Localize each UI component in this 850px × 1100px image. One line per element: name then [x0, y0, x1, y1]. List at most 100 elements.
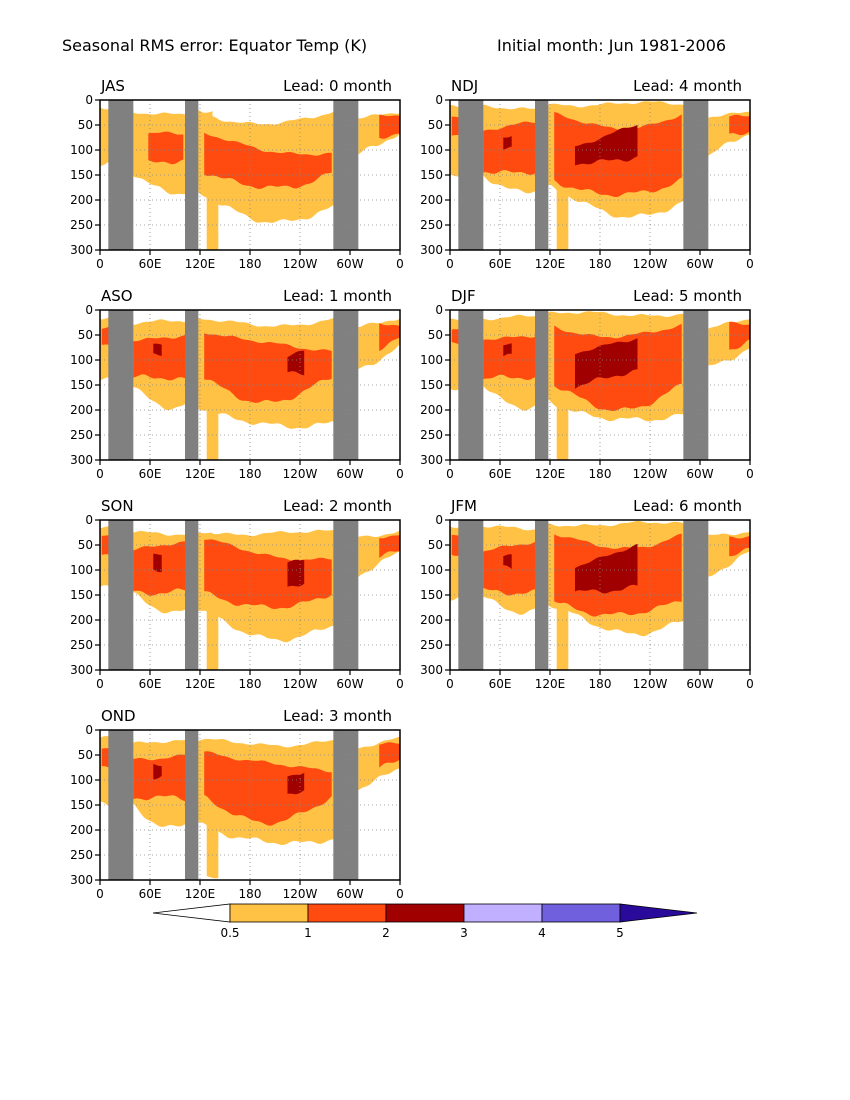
x-tick-label: 60E — [139, 257, 162, 271]
y-tick-label: 0 — [435, 513, 443, 527]
colorbar-label: 3 — [460, 926, 468, 940]
panel-season: OND — [101, 707, 136, 725]
y-tick-label: 300 — [420, 243, 443, 257]
panel-jfm: 0 60E 120E 180 120W 60W 0 0 50 100 150 200 250 300 JFM… — [420, 497, 754, 691]
panel-aso: 0 60E 120E 180 120W 60W 0 0 50 100 150 200 250 300 ASO… — [70, 287, 404, 481]
contour-c2 — [133, 335, 185, 381]
y-tick-label: 100 — [70, 353, 93, 367]
x-tick-label: 0 — [446, 257, 454, 271]
contour-c3 — [153, 763, 162, 780]
panel-lead: Lead: 3 month — [283, 707, 392, 725]
x-tick-label: 60W — [686, 677, 713, 691]
y-tick-label: 200 — [70, 823, 93, 837]
colorbar-segment — [385, 903, 465, 923]
y-tick-label: 100 — [420, 353, 443, 367]
x-tick-label: 60W — [336, 257, 363, 271]
y-tick-label: 250 — [420, 638, 443, 652]
x-tick-label: 0 — [746, 467, 754, 481]
x-tick-label: 60E — [139, 467, 162, 481]
y-tick-label: 50 — [78, 538, 93, 552]
y-tick-label: 200 — [70, 613, 93, 627]
panel-field — [100, 310, 400, 460]
contour-c2 — [133, 754, 185, 802]
x-tick-label: 120E — [535, 257, 566, 271]
panel-jas: 0 60E 120E 180 120W 60W 0 0 50 100 150 200 250 300 JAS… — [70, 77, 404, 271]
y-tick-label: 200 — [420, 193, 443, 207]
panel-season: ASO — [101, 287, 133, 305]
y-tick-label: 0 — [85, 513, 93, 527]
y-tick-label: 100 — [70, 143, 93, 157]
land-mask — [185, 730, 199, 880]
panel-field — [100, 730, 400, 880]
x-tick-label: 60E — [139, 677, 162, 691]
y-tick-label: 150 — [420, 378, 443, 392]
panel-season: NDJ — [451, 77, 478, 95]
x-tick-label: 180 — [239, 257, 262, 271]
x-tick-label: 120W — [283, 887, 318, 901]
contour-c2 — [379, 323, 400, 351]
y-tick-label: 250 — [70, 638, 93, 652]
land-mask — [185, 520, 199, 670]
x-tick-label: 120W — [283, 467, 318, 481]
x-tick-label: 0 — [446, 677, 454, 691]
contour-c2 — [483, 542, 535, 596]
land-mask — [535, 100, 549, 250]
colorbar-label: 5 — [616, 926, 624, 940]
panel-season: SON — [101, 497, 134, 515]
y-tick-label: 200 — [70, 193, 93, 207]
x-tick-label: 120W — [283, 677, 318, 691]
contour-c2 — [483, 336, 535, 380]
land-mask — [333, 310, 359, 460]
land-mask — [333, 730, 359, 880]
panel-lead: Lead: 4 month — [633, 77, 742, 95]
contour-c2 — [148, 131, 184, 165]
x-tick-label: 60W — [686, 257, 713, 271]
colorbar-label: 4 — [538, 926, 546, 940]
contour-c3 — [575, 338, 638, 389]
colorbar-extend-high — [619, 903, 698, 923]
y-tick-label: 50 — [78, 748, 93, 762]
colorbar-label: 0.5 — [220, 926, 239, 940]
colorbar-segment — [541, 903, 621, 923]
land-mask — [185, 100, 199, 250]
y-tick-label: 200 — [420, 403, 443, 417]
colorbar: 0.5 1 2 3 4 5 — [152, 903, 698, 940]
y-tick-label: 50 — [78, 118, 93, 132]
y-tick-label: 300 — [420, 453, 443, 467]
x-tick-label: 180 — [239, 677, 262, 691]
x-tick-label: 120E — [185, 257, 216, 271]
x-tick-label: 0 — [746, 257, 754, 271]
x-tick-label: 0 — [396, 467, 404, 481]
land-mask — [333, 100, 359, 250]
y-tick-label: 150 — [70, 588, 93, 602]
y-tick-label: 300 — [70, 873, 93, 887]
x-tick-label: 120W — [283, 257, 318, 271]
panel-lead: Lead: 0 month — [283, 77, 392, 95]
x-tick-label: 120W — [633, 257, 668, 271]
land-mask — [683, 310, 709, 460]
x-tick-label: 60E — [489, 677, 512, 691]
x-tick-label: 120E — [535, 677, 566, 691]
panel-son: 0 60E 120E 180 120W 60W 0 0 50 100 150 200 250 300 SON… — [70, 497, 404, 691]
y-tick-label: 300 — [70, 243, 93, 257]
land-mask — [683, 520, 709, 670]
y-tick-label: 200 — [70, 403, 93, 417]
land-mask — [683, 100, 709, 250]
y-tick-label: 100 — [70, 773, 93, 787]
y-tick-label: 0 — [435, 93, 443, 107]
land-mask — [535, 520, 549, 670]
contour-c2 — [379, 535, 400, 558]
x-tick-label: 60W — [336, 887, 363, 901]
colorbar-segment — [229, 903, 309, 923]
panel-season: JAS — [100, 77, 125, 95]
initial-month: Initial month: Jun 1981-2006 — [497, 36, 726, 55]
contour-c3 — [287, 559, 305, 587]
panel-lead: Lead: 2 month — [283, 497, 392, 515]
x-tick-label: 0 — [96, 257, 104, 271]
y-tick-label: 0 — [435, 303, 443, 317]
y-tick-label: 150 — [420, 588, 443, 602]
y-tick-label: 100 — [420, 143, 443, 157]
contour-c3 — [153, 553, 162, 573]
y-tick-label: 150 — [70, 378, 93, 392]
panel-season: DJF — [451, 287, 476, 305]
